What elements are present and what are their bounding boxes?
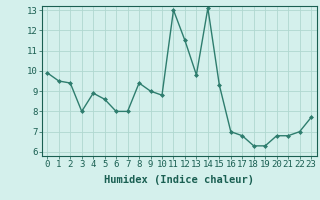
- X-axis label: Humidex (Indice chaleur): Humidex (Indice chaleur): [104, 175, 254, 185]
